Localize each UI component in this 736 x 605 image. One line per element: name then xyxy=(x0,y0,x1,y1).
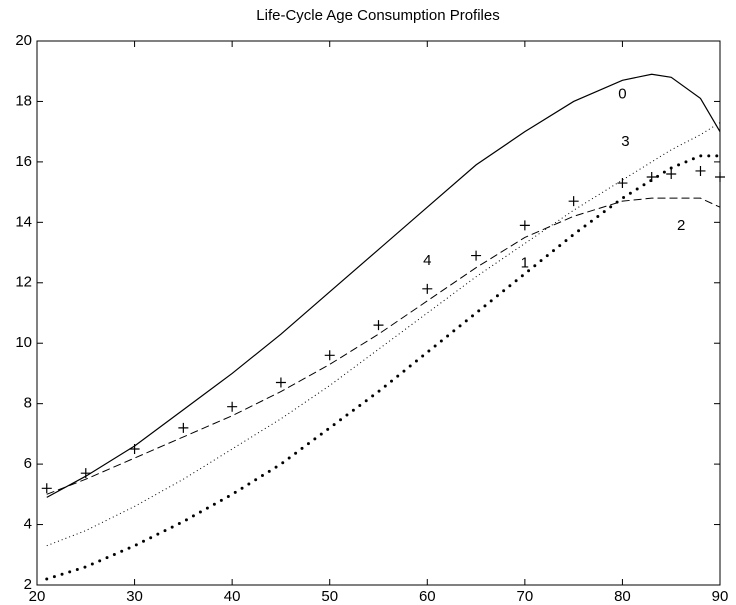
x-tick-label: 60 xyxy=(419,588,436,605)
series-line xyxy=(46,197,721,495)
plus-marker xyxy=(129,444,140,454)
y-tick-label: 10 xyxy=(15,334,32,351)
plus-marker xyxy=(646,172,657,182)
x-tick-label: 70 xyxy=(517,588,534,605)
y-tick-label: 8 xyxy=(24,395,32,412)
plus-marker xyxy=(715,172,725,182)
plus-marker xyxy=(666,168,677,179)
x-tick-label: 50 xyxy=(321,588,338,605)
x-tick-label: 90 xyxy=(712,588,729,605)
plus-marker xyxy=(519,220,530,231)
x-tick-label: 20 xyxy=(29,588,46,605)
y-tick-label: 4 xyxy=(24,516,32,533)
y-tick-label: 16 xyxy=(15,153,32,170)
x-tick-label: 80 xyxy=(614,588,631,605)
plus-marker xyxy=(568,196,579,207)
series-label: 0 xyxy=(618,85,626,102)
plus-marker xyxy=(80,468,91,479)
series-label: 4 xyxy=(423,252,431,269)
y-tick-label: 18 xyxy=(15,92,32,109)
plus-marker xyxy=(41,483,52,494)
x-tick-label: 40 xyxy=(224,588,241,605)
series-line xyxy=(46,73,721,498)
y-tick-label: 6 xyxy=(24,455,32,472)
y-tick-label: 20 xyxy=(15,32,32,49)
chart-title: Life-Cycle Age Consumption Profiles xyxy=(256,7,499,24)
plus-marker xyxy=(178,422,189,433)
plus-marker xyxy=(324,350,335,361)
series-label: 1 xyxy=(521,255,529,272)
plus-marker xyxy=(617,178,628,189)
series-label: 3 xyxy=(621,133,629,150)
plus-marker xyxy=(471,250,482,261)
series-line xyxy=(46,122,721,547)
series-label: 2 xyxy=(677,217,685,234)
plot-frame xyxy=(36,40,721,586)
x-tick-label: 30 xyxy=(126,588,143,605)
y-tick-label: 2 xyxy=(24,576,32,593)
plus-marker xyxy=(373,320,384,331)
plus-marker xyxy=(695,165,706,176)
y-tick-label: 14 xyxy=(15,213,32,230)
plus-marker xyxy=(422,283,433,294)
plus-marker xyxy=(275,377,286,388)
y-tick-label: 12 xyxy=(15,274,32,291)
series-line xyxy=(45,154,722,581)
plus-marker xyxy=(227,401,238,412)
